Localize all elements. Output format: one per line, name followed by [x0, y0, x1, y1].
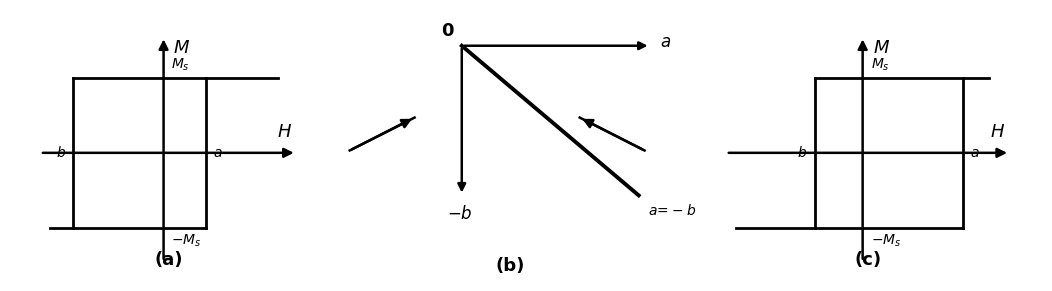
Text: $a\!=\!-b$: $a\!=\!-b$: [648, 203, 696, 218]
Text: $\mathbf{0}$: $\mathbf{0}$: [441, 22, 454, 40]
Text: $H$: $H$: [990, 123, 1005, 141]
Text: $-b$: $-b$: [45, 145, 66, 160]
Text: $M$: $M$: [174, 39, 190, 57]
Text: $M_s$: $M_s$: [171, 57, 190, 73]
Text: (a): (a): [154, 251, 183, 269]
Text: $-b$: $-b$: [446, 205, 472, 223]
Text: $-b$: $-b$: [786, 145, 808, 160]
Text: $a$: $a$: [970, 146, 979, 160]
Text: $M_s$: $M_s$: [871, 57, 890, 73]
Text: (c): (c): [854, 251, 882, 269]
Text: $a$: $a$: [660, 33, 671, 51]
Text: (b): (b): [495, 257, 525, 275]
Text: $H$: $H$: [277, 123, 291, 141]
Text: $M$: $M$: [873, 39, 890, 57]
Text: $a$: $a$: [213, 146, 223, 160]
Text: $-M_s$: $-M_s$: [171, 232, 202, 249]
Text: $-M_s$: $-M_s$: [871, 232, 902, 249]
